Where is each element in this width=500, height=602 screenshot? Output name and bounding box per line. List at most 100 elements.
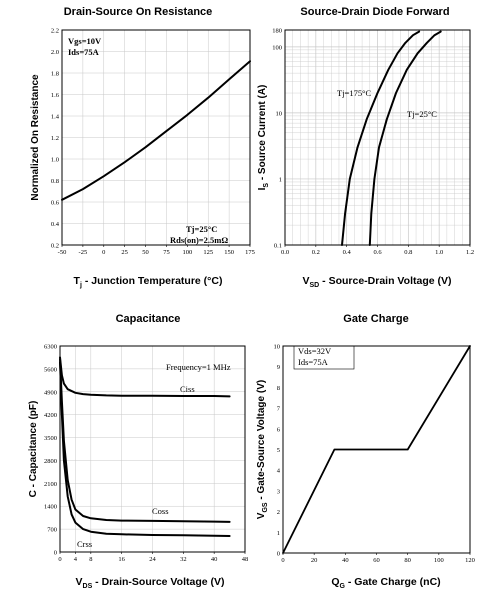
- x-tick-label: 80: [404, 557, 411, 564]
- y-tick-label: 0.6: [51, 200, 60, 207]
- x-tick-label: 40: [342, 557, 349, 564]
- x-tick-label: -25: [79, 249, 88, 256]
- plot-frame: [61, 29, 251, 246]
- x-tick-label: 25: [121, 249, 128, 256]
- y-tick-label: 10: [274, 344, 281, 351]
- annotation-box: [293, 345, 355, 370]
- x-tick-label: 0.8: [404, 249, 412, 256]
- y-axis-label: C - Capacitance (pF): [28, 401, 39, 498]
- x-tick-label: 1.0: [435, 249, 443, 256]
- x-tick-label: 8: [89, 556, 92, 563]
- x-tick-label: 50: [142, 249, 149, 256]
- y-tick-label: 700: [47, 527, 57, 534]
- x-tick-label: 100: [434, 557, 444, 564]
- x-axis-label: VDS - Drain-Source Voltage (V): [75, 576, 225, 591]
- chart-title: Gate Charge: [343, 313, 409, 325]
- x-tick-label: 0.4: [343, 249, 352, 256]
- y-tick-label: 4200: [44, 412, 57, 419]
- series-line-series-0: [61, 60, 251, 201]
- x-tick-label: 175: [245, 249, 255, 256]
- series-line-series-0: [282, 345, 471, 554]
- x-tick-label: 0.2: [312, 249, 320, 256]
- y-tick-label: 2800: [44, 458, 57, 465]
- x-tick-label: 24: [149, 556, 156, 563]
- label-coss: Coss: [152, 506, 169, 516]
- x-axis-label: QG - Gate Charge (nC): [331, 576, 441, 591]
- y-tick-label: 1.4: [51, 114, 60, 121]
- y-tick-label: 100: [272, 44, 282, 51]
- series-line-ciss: [59, 356, 231, 398]
- y-tick-label: 2100: [44, 481, 57, 488]
- series-line-coss: [59, 358, 231, 523]
- y-tick-label: 3: [277, 488, 280, 495]
- y-tick-label: 3500: [44, 435, 57, 442]
- y-tick-label: 0.1: [274, 243, 282, 250]
- annotation-tj: Tj=25°C: [186, 224, 217, 234]
- y-tick-label: 1.0: [51, 157, 59, 164]
- x-tick-label: 75: [163, 249, 170, 256]
- x-tick-label: 100: [182, 249, 192, 256]
- y-tick-label: 180: [272, 28, 282, 35]
- x-tick-label: 125: [203, 249, 213, 256]
- chart-title: Capacitance: [115, 313, 181, 325]
- y-tick-label: 0: [54, 550, 57, 557]
- y-tick-label: 10: [276, 110, 283, 117]
- annotation-vgs: Vgs=10V: [68, 36, 102, 46]
- annotation-frequency: Frequency=1 MHz: [166, 362, 231, 372]
- x-tick-label: 48: [242, 556, 249, 563]
- y-tick-label: 0: [277, 551, 280, 558]
- x-tick-label: 20: [311, 557, 318, 564]
- y-tick-label: 8: [277, 385, 280, 392]
- y-tick-label: 0.4: [51, 221, 60, 228]
- x-tick-label: 0: [281, 557, 284, 564]
- x-tick-label: 4: [74, 556, 78, 563]
- x-tick-label: 0: [58, 556, 61, 563]
- y-tick-label: 1: [277, 530, 280, 537]
- annotation-ids: Ids=75A: [298, 357, 329, 367]
- y-tick-label: 5600: [44, 366, 57, 373]
- chart-title: Drain-Source On Resistance: [63, 6, 213, 18]
- y-tick-label: 9: [277, 364, 280, 371]
- y-axis-label: IS - Source Current (A): [257, 85, 270, 191]
- x-tick-label: 0: [102, 249, 105, 256]
- x-tick-label: 1.2: [466, 249, 474, 256]
- series-line-crss: [59, 361, 231, 537]
- series-line-tj-25-c: [368, 30, 442, 246]
- y-tick-label: 2: [277, 509, 280, 516]
- annotation-rds-on: Rds(on)=2.5mΩ: [170, 235, 228, 245]
- x-tick-label: 150: [224, 249, 234, 256]
- x-tick-label: 120: [465, 557, 475, 564]
- annotation-tj-175: Tj=175°C: [337, 88, 371, 98]
- y-tick-label: 0.2: [51, 243, 59, 250]
- y-tick-label: 4900: [44, 389, 57, 396]
- y-tick-label: 1.8: [51, 71, 59, 78]
- x-axis-label: VSD - Source-Drain Voltage (V): [302, 275, 452, 290]
- chart-title: Source-Drain Diode Forward: [300, 6, 450, 18]
- y-tick-label: 5: [277, 447, 280, 454]
- y-axis-label: Normalized On Resistance: [30, 74, 41, 201]
- y-tick-label: 1.6: [51, 92, 60, 99]
- y-tick-label: 1: [279, 176, 282, 183]
- x-tick-label: 16: [118, 556, 125, 563]
- x-tick-label: 60: [373, 557, 380, 564]
- x-tick-label: 32: [180, 556, 187, 563]
- x-tick-label: 40: [211, 556, 218, 563]
- x-tick-label: 0.6: [373, 249, 382, 256]
- y-tick-label: 2.2: [51, 28, 59, 35]
- annotation-vds: Vds=32V: [298, 346, 332, 356]
- y-tick-label: 1.2: [51, 135, 59, 142]
- series-line-tj-175-c: [341, 30, 421, 246]
- y-tick-label: 0.8: [51, 178, 59, 185]
- x-axis-label: Tj - Junction Temperature (°C): [73, 275, 223, 290]
- y-tick-label: 6: [277, 426, 281, 433]
- y-axis-label: VGS - Gate-Source Voltage (V): [256, 380, 269, 519]
- label-crss: Crss: [77, 539, 92, 549]
- y-tick-label: 1400: [44, 504, 57, 511]
- y-tick-label: 6300: [44, 344, 57, 351]
- y-tick-label: 4: [277, 468, 281, 475]
- x-tick-label: 0.0: [281, 249, 289, 256]
- x-tick-label: -50: [58, 249, 67, 256]
